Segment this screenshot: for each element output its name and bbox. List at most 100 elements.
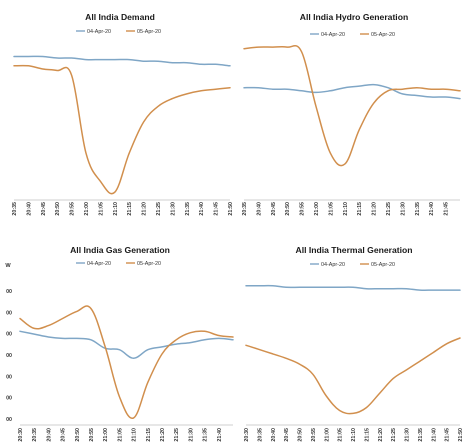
- chart-legend: 04-Apr-20 05-Apr-20: [310, 262, 395, 268]
- legend-label: 05-Apr-20: [137, 261, 161, 267]
- x-tick-label: 21:25: [156, 202, 162, 216]
- x-tick-label: 21:20: [160, 428, 166, 442]
- x-tick-label: 20:35: [242, 202, 248, 216]
- x-tick-label: 21:15: [146, 428, 152, 442]
- x-tick-label: 20:50: [55, 202, 61, 216]
- x-tick-label: 20:30: [18, 428, 24, 442]
- chart-legend: 04-Apr-20 05-Apr-20: [310, 32, 395, 38]
- x-tick-label: 21:20: [378, 428, 384, 442]
- legend-label: 04-Apr-20: [321, 32, 345, 38]
- x-tick-label: 20:40: [26, 202, 32, 216]
- x-tick-label: 21:05: [117, 428, 123, 442]
- x-tick-label: 21:50: [228, 202, 234, 216]
- x-tick-label: 21:35: [203, 428, 209, 442]
- legend-label: 05-Apr-20: [371, 32, 395, 38]
- x-tick-label: 20:40: [271, 428, 277, 442]
- x-tick-label: 21:10: [132, 428, 138, 442]
- x-tick-labels: 20:35 20:40 20:45 20:50 20:55 21:00 21:05 21:10…: [242, 202, 450, 216]
- chart-legend: 04-Apr-20 05-Apr-20: [76, 29, 161, 35]
- x-tick-label: 21:35: [418, 428, 424, 442]
- legend-label: 04-Apr-20: [87, 261, 111, 267]
- chart-title: All India Thermal Generation: [296, 245, 413, 255]
- x-tick-label: 21:25: [386, 202, 392, 216]
- x-tick-label: 21:45: [444, 202, 450, 216]
- x-tick-label: 21:05: [338, 428, 344, 442]
- x-tick-label: 20:35: [257, 428, 263, 442]
- legend-label: 04-Apr-20: [321, 262, 345, 268]
- x-tick-label: 21:35: [415, 202, 421, 216]
- legend-label: 05-Apr-20: [137, 29, 161, 35]
- x-tick-labels: 20:30 20:35 20:40 20:45 20:50 20:55 21:00 21:05…: [18, 428, 223, 442]
- chart-panel-2: All India Hydro Generation 04-Apr-20 05-Ap…: [242, 12, 461, 216]
- legend-label: 04-Apr-20: [87, 29, 111, 35]
- series-line-1: [13, 55, 231, 67]
- x-tick-label: 21:25: [174, 428, 180, 442]
- x-tick-label: 21:40: [199, 202, 205, 216]
- x-tick-label: 21:00: [103, 428, 109, 442]
- y-tick-label: 00: [6, 353, 12, 359]
- x-tick-label: 20:45: [271, 202, 277, 216]
- y-unit-label: W: [5, 263, 11, 269]
- x-tick-label: 21:30: [400, 202, 406, 216]
- x-tick-label: 20:50: [285, 202, 291, 216]
- x-tick-label: 20:50: [75, 428, 81, 442]
- y-tick-label: 00: [6, 417, 12, 423]
- y-tick-label: 00: [6, 396, 12, 402]
- series-line-1: [245, 284, 461, 291]
- x-tick-label: 21:20: [372, 202, 378, 216]
- x-tick-label: 20:45: [284, 428, 290, 442]
- y-tick-label: 00: [6, 332, 12, 338]
- x-tick-label: 20:50: [298, 428, 304, 442]
- chart-panel-4: All India Thermal Generation 04-Apr-20 05-…: [244, 245, 464, 442]
- series-line-1: [19, 330, 234, 360]
- x-tick-label: 21:25: [391, 428, 397, 442]
- x-tick-label: 21:30: [405, 428, 411, 442]
- x-tick-label: 21:45: [214, 202, 220, 216]
- x-tick-label: 21:00: [314, 202, 320, 216]
- chart-title: All India Gas Generation: [70, 245, 170, 255]
- x-tick-label: 21:00: [84, 202, 90, 216]
- series-line-1: [243, 83, 461, 100]
- x-tick-label: 21:15: [357, 202, 363, 216]
- x-tick-label: 21:10: [343, 202, 349, 216]
- x-tick-label: 21:15: [127, 202, 133, 216]
- x-tick-label: 21:10: [113, 202, 119, 216]
- x-tick-label: 21:40: [217, 428, 223, 442]
- x-tick-label: 20:35: [32, 428, 38, 442]
- x-tick-label: 21:45: [445, 428, 451, 442]
- x-tick-label: 20:55: [70, 202, 76, 216]
- x-tick-label: 20:55: [311, 428, 317, 442]
- x-tick-labels: 20:35 20:40 20:45 20:50 20:55 21:00 21:05 21:10…: [12, 202, 234, 216]
- x-tick-label: 21:15: [364, 428, 370, 442]
- x-tick-label: 21:30: [170, 202, 176, 216]
- series-line-2: [245, 337, 461, 415]
- chart-panel-3: All India Gas Generation 04-Apr-20 05-Apr-…: [5, 245, 234, 442]
- x-tick-label: 20:40: [256, 202, 262, 216]
- x-tick-label: 20:45: [61, 428, 67, 442]
- x-tick-label: 20:55: [300, 202, 306, 216]
- x-tick-label: 21:05: [98, 202, 104, 216]
- y-tick-labels: 00 00 00 00 00 00 00: [6, 289, 12, 423]
- chart-title: All India Hydro Generation: [300, 12, 408, 22]
- x-tick-label: 21:20: [142, 202, 148, 216]
- x-tick-label: 21:00: [324, 428, 330, 442]
- series-line-2: [19, 305, 234, 419]
- chart-title: All India Demand: [85, 12, 155, 22]
- x-tick-label: 20:30: [244, 428, 250, 442]
- x-tick-label: 20:40: [46, 428, 52, 442]
- series-line-2: [13, 64, 231, 195]
- x-tick-label: 21:40: [431, 428, 437, 442]
- chart-legend: 04-Apr-20 05-Apr-20: [76, 261, 161, 267]
- y-tick-label: 00: [6, 374, 12, 380]
- x-tick-label: 20:45: [41, 202, 47, 216]
- y-tick-label: 00: [6, 289, 12, 295]
- x-tick-label: 21:50: [458, 428, 464, 442]
- x-tick-label: 21:30: [188, 428, 194, 442]
- x-tick-labels: 20:30 20:35 20:40 20:45 20:50 20:55 21:00 21:05…: [244, 428, 464, 442]
- legend-label: 05-Apr-20: [371, 262, 395, 268]
- x-tick-label: 21:40: [429, 202, 435, 216]
- x-tick-label: 21:35: [185, 202, 191, 216]
- y-tick-label: 00: [6, 310, 12, 316]
